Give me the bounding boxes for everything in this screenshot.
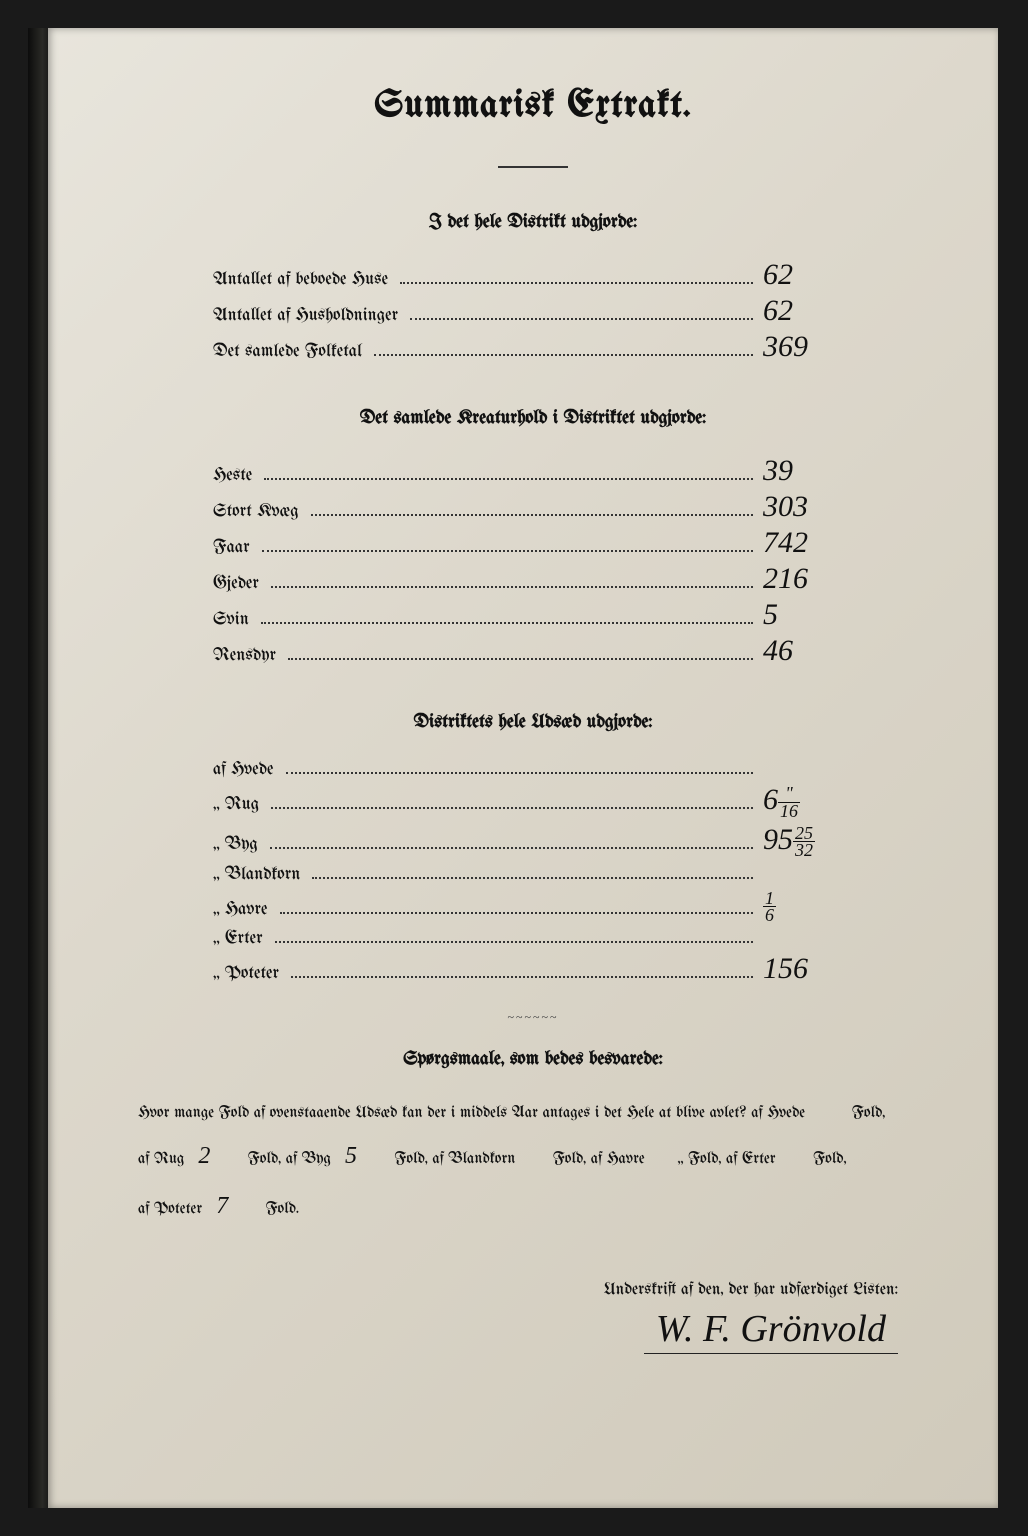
document-page: Summarisk Extrakt. I det hele Distrikt u…	[48, 28, 998, 1508]
leader-dots	[286, 772, 754, 774]
section1-rows: Antallet af beboede Huse 62 Antallet af H…	[213, 260, 853, 362]
leader-dots	[400, 282, 753, 284]
rule	[498, 166, 568, 168]
row-label: Det samlede Folketal	[213, 342, 362, 361]
table-row: „ Rug 6"16	[213, 785, 853, 819]
leader-dots	[280, 912, 753, 914]
table-row: Heste 39	[213, 456, 853, 486]
q-text: Fold,	[852, 1105, 885, 1122]
leader-dots	[311, 514, 753, 516]
signature-label: Underskrift af den, der har udfærdiget L…	[128, 1282, 898, 1299]
row-value: 62	[763, 260, 853, 290]
section2-rows: Heste39 Stort Kvæg303 Faar742 Gjeder216 …	[213, 456, 853, 666]
signature-name: W. F. Grönvold	[644, 1307, 898, 1354]
row-value: 303	[763, 492, 853, 522]
row-label: Heste	[213, 466, 252, 485]
row-value: 5	[763, 600, 853, 630]
table-row: Antallet af beboede Huse 62	[213, 260, 853, 290]
leader-dots	[275, 941, 753, 943]
row-label: „ Rug	[213, 795, 259, 814]
signature-area: Underskrift af den, der har udfærdiget L…	[128, 1282, 938, 1354]
leader-dots	[264, 478, 753, 480]
fold-poteter-value: 7	[216, 1181, 256, 1231]
table-row: af Hvede	[213, 760, 853, 779]
row-label: „ Poteter	[213, 964, 279, 983]
row-value: 6"16	[763, 785, 853, 819]
row-value: 16	[763, 890, 853, 924]
row-label: „ Havre	[213, 900, 268, 919]
leader-dots	[374, 354, 753, 356]
divider-ornament: ~~~~~~	[488, 1010, 578, 1025]
table-row: Antallet af Husholdninger 62	[213, 296, 853, 326]
row-label: Faar	[213, 538, 250, 557]
row-label: „ Erter	[213, 929, 263, 948]
fold-rug-value: 2	[198, 1131, 238, 1181]
row-value: 46	[763, 636, 853, 666]
table-row: „ Blandkorn	[213, 865, 853, 884]
table-row: Det samlede Folketal 369	[213, 332, 853, 362]
row-value: 62	[763, 296, 853, 326]
q-text: Fold, af Blandkorn	[394, 1151, 515, 1168]
table-row: „ Erter	[213, 929, 853, 948]
questionnaire-heading: Spørgsmaale, som bedes besvarede:	[128, 1049, 938, 1069]
q-text: „ Fold, af Erter	[678, 1151, 776, 1168]
table-row: Svin 5	[213, 600, 853, 630]
leader-dots	[288, 658, 753, 660]
row-label: Stort Kvæg	[213, 502, 299, 521]
table-row: „ Poteter 156	[213, 954, 853, 984]
section2-heading: Det samlede Kreaturhold i Distriktet udg…	[128, 408, 938, 428]
page-title: Summarisk Extrakt.	[128, 86, 938, 126]
table-row: Stort Kvæg 303	[213, 492, 853, 522]
row-label: af Hvede	[213, 760, 274, 779]
q-text: Fold, af Havre	[553, 1151, 645, 1168]
row-label: „ Byg	[213, 835, 258, 854]
row-value: 952532	[763, 825, 853, 859]
section3-heading: Distriktets hele Udsæd udgjorde:	[128, 712, 938, 732]
table-row: Faar 742	[213, 528, 853, 558]
leader-dots	[312, 877, 753, 879]
leader-dots	[271, 586, 753, 588]
row-label: Antallet af beboede Huse	[213, 270, 388, 289]
leader-dots	[270, 847, 753, 849]
row-label: „ Blandkorn	[213, 865, 300, 884]
fold-byg-value: 5	[345, 1131, 385, 1181]
q-text: af Poteter	[138, 1201, 202, 1218]
q-text: af Rug	[138, 1151, 184, 1168]
q-text: Fold, af Byg	[248, 1151, 331, 1168]
questionnaire-body: Hvor mange Fold af ovenstaaende Udsæd ka…	[128, 1097, 938, 1231]
leader-dots	[271, 807, 753, 809]
row-value: 216	[763, 564, 853, 594]
row-value: 156	[763, 954, 853, 984]
row-value: 369	[763, 332, 853, 362]
leader-dots	[291, 976, 753, 978]
section1-heading: I det hele Distrikt udgjorde:	[128, 212, 938, 232]
table-row: „ Havre 16	[213, 890, 853, 924]
q-text: Fold.	[266, 1201, 300, 1218]
q-text: Hvor mange Fold af ovenstaaende Udsæd ka…	[138, 1105, 805, 1122]
row-label: Antallet af Husholdninger	[213, 306, 398, 325]
row-label: Gjeder	[213, 574, 259, 593]
leader-dots	[262, 550, 753, 552]
table-row: Gjeder 216	[213, 564, 853, 594]
row-value: 39	[763, 456, 853, 486]
table-row: „ Byg 952532	[213, 825, 853, 859]
leader-dots	[261, 622, 753, 624]
table-row: Rensdyr 46	[213, 636, 853, 666]
section3-rows: af Hvede „ Rug 6"16 „ Byg 952532 „ Blandko…	[213, 760, 853, 984]
q-text: Fold,	[813, 1151, 846, 1168]
row-value: 742	[763, 528, 853, 558]
row-label: Rensdyr	[213, 646, 276, 665]
row-label: Svin	[213, 610, 249, 629]
leader-dots	[410, 318, 753, 320]
